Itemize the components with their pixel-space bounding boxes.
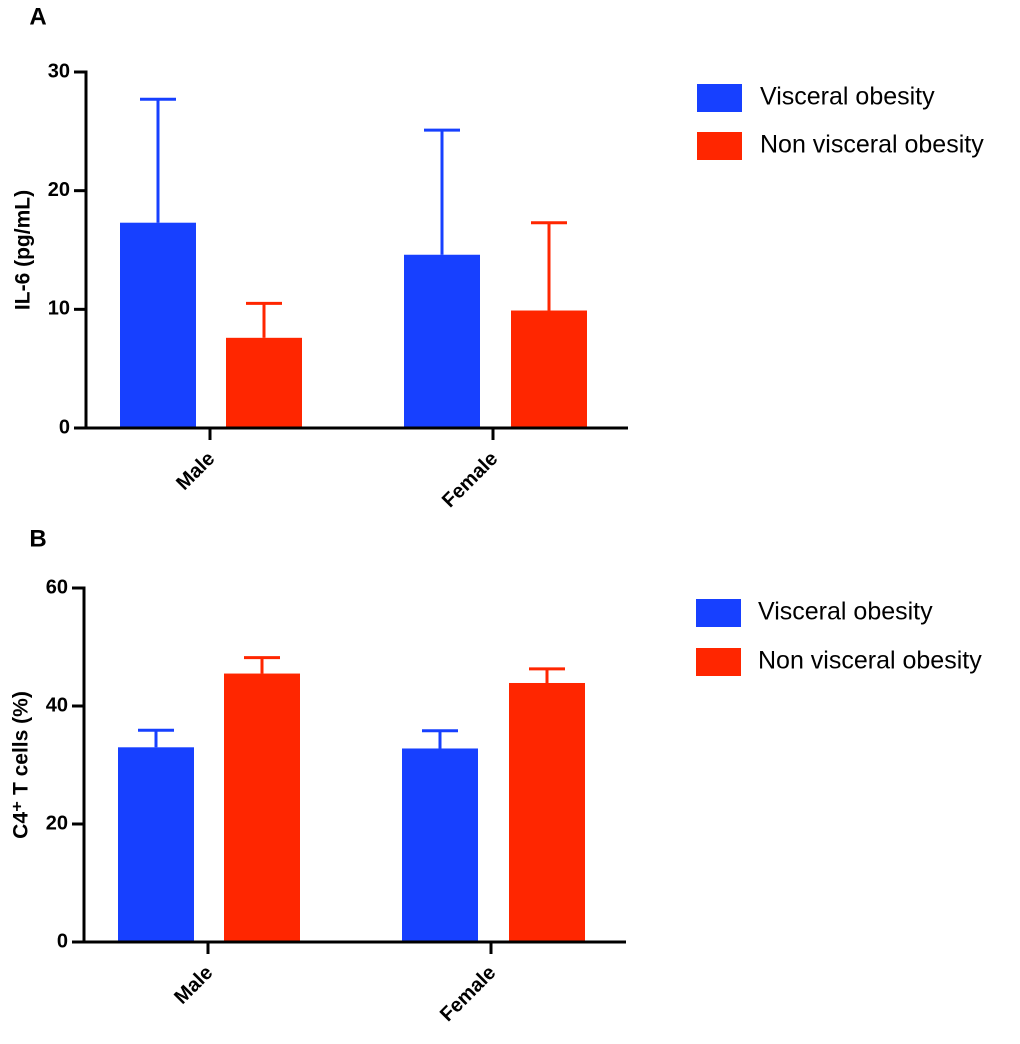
x-tick-label: Male [172, 448, 219, 495]
bar [402, 748, 478, 942]
bar [118, 747, 194, 942]
x-tick-label: Female [438, 448, 502, 512]
y-tick-label: 30 [48, 60, 70, 82]
legend-swatch [697, 132, 742, 160]
legend-label: Non visceral obesity [758, 647, 982, 675]
y-tick-label: 20 [46, 812, 68, 834]
bar [509, 682, 585, 942]
y-tick-label: 10 [48, 298, 70, 320]
bar [404, 254, 480, 428]
x-tick-label: Female [436, 962, 500, 1026]
legend-swatch [696, 599, 741, 627]
y-tick-label: 0 [59, 416, 70, 438]
bar [224, 673, 300, 942]
y-tick-label: 40 [46, 694, 68, 716]
panel-label: A [29, 3, 46, 30]
y-tick-label: 20 [48, 179, 70, 201]
legend-label: Visceral obesity [758, 598, 933, 626]
y-axis-title: IL-6 (pg/mL) [12, 190, 35, 310]
legend-swatch [697, 84, 742, 112]
legend-label: Non visceral obesity [760, 131, 984, 159]
y-axis-title: C4⁺ T cells (%) [10, 691, 33, 839]
y-tick-label: 60 [46, 576, 68, 598]
bar [226, 337, 302, 428]
legend-label: Visceral obesity [760, 83, 935, 111]
bar [120, 222, 196, 428]
y-tick-label: 0 [57, 930, 68, 952]
x-tick-label: Male [170, 962, 217, 1009]
legend-swatch [696, 648, 741, 676]
panel-label: B [29, 525, 46, 552]
bar [511, 310, 587, 428]
